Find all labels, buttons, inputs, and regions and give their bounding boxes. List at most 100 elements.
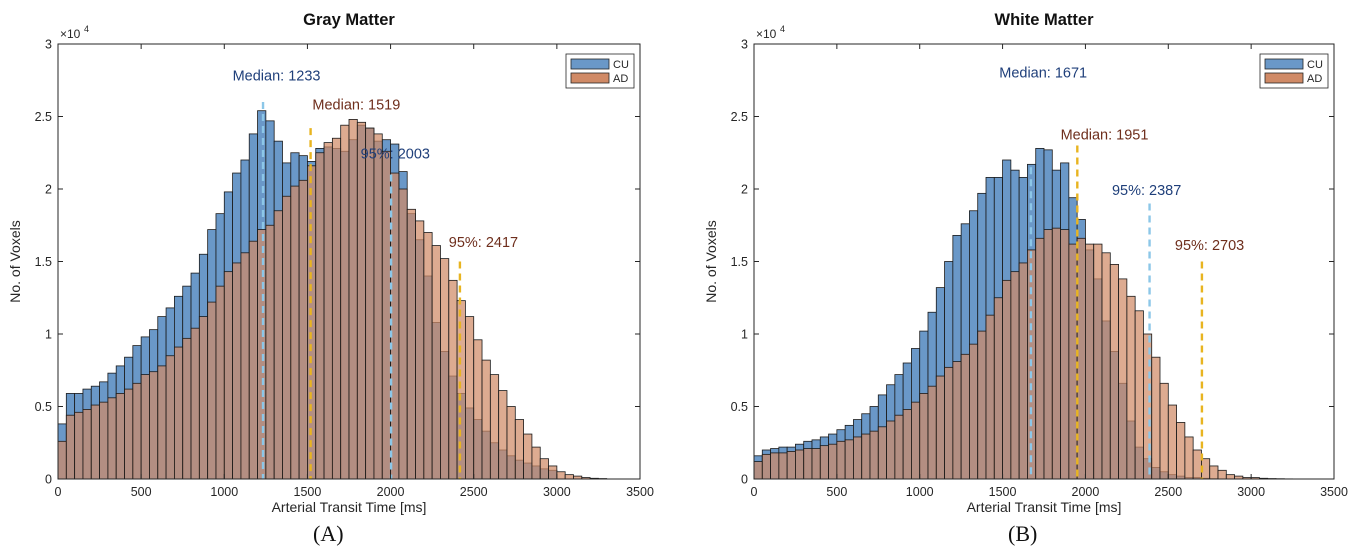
bar-ad bbox=[74, 411, 84, 480]
y-exponent-power: 4 bbox=[780, 24, 785, 34]
legend-swatch-ad bbox=[570, 72, 610, 84]
bar-ad bbox=[828, 443, 838, 480]
y-tick-label: 0 bbox=[45, 473, 52, 487]
x-tick-label: 500 bbox=[826, 485, 847, 499]
bar-ad bbox=[365, 127, 375, 480]
bar-ad bbox=[786, 451, 796, 480]
chart-title: White Matter bbox=[995, 11, 1095, 29]
bar-ad bbox=[564, 474, 574, 480]
bar-ad bbox=[803, 448, 813, 480]
bar-ad bbox=[819, 445, 829, 480]
bar-ad bbox=[340, 124, 350, 480]
x-tick-label: 2500 bbox=[460, 485, 488, 499]
bar-ad bbox=[456, 300, 466, 480]
y-tick-label: 3 bbox=[741, 38, 748, 52]
bar-ad bbox=[348, 119, 358, 480]
bar-ad bbox=[273, 210, 283, 480]
bar-ad bbox=[298, 179, 308, 480]
x-tick-label: 1500 bbox=[989, 485, 1017, 499]
bar-ad bbox=[99, 401, 109, 480]
bar-ad bbox=[1118, 278, 1128, 480]
bar-ad bbox=[795, 449, 805, 480]
x-tick-label: 3500 bbox=[626, 485, 654, 499]
panel-label-b: (B) bbox=[1008, 521, 1038, 546]
panel-label-a: (A) bbox=[313, 521, 344, 546]
bar-ad bbox=[265, 224, 275, 480]
y-tick-label: 3 bbox=[45, 38, 52, 52]
bar-ad bbox=[107, 397, 117, 480]
bar-ad bbox=[935, 375, 945, 480]
bar-ad bbox=[356, 121, 367, 480]
bar-ad bbox=[1101, 252, 1111, 480]
bar-ad bbox=[1159, 382, 1169, 480]
bar-ad bbox=[373, 133, 383, 480]
annotation-label: Median: 1671 bbox=[999, 65, 1087, 81]
annotation-label: 95%: 2703 bbox=[1175, 238, 1244, 254]
bar-ad bbox=[902, 408, 912, 480]
bar-ad bbox=[190, 327, 200, 480]
bar-ad bbox=[57, 440, 67, 480]
bar-ad bbox=[165, 355, 175, 480]
y-tick-label: 1.5 bbox=[731, 255, 748, 269]
x-axis-label: Arterial Transit Time [ms] bbox=[272, 499, 427, 515]
bar-ad bbox=[248, 240, 258, 480]
bar-ad bbox=[811, 448, 821, 480]
y-tick-label: 2 bbox=[741, 183, 748, 197]
y-tick-label: 1.5 bbox=[35, 255, 52, 269]
bar-ad bbox=[960, 353, 970, 480]
bar-ad bbox=[223, 271, 234, 480]
bar-ad bbox=[182, 337, 192, 480]
x-tick-label: 3500 bbox=[1320, 485, 1348, 499]
bar-ad bbox=[548, 465, 558, 480]
bar-ad bbox=[315, 152, 325, 480]
y-exponent-power: 4 bbox=[84, 24, 89, 34]
x-tick-label: 3000 bbox=[1237, 485, 1265, 499]
bar-ad bbox=[1225, 474, 1235, 480]
chart-panel-white-matter: Median: 1671 Median: 1951 95%: 2387 95%: 27… bbox=[690, 0, 1356, 547]
bar-ad bbox=[853, 436, 863, 480]
bar-ad bbox=[157, 365, 167, 480]
annotation-label: 95%: 2003 bbox=[361, 147, 430, 163]
bar-ad bbox=[927, 385, 937, 480]
bar-ad bbox=[82, 408, 92, 480]
bar-ad bbox=[869, 430, 879, 480]
y-tick-label: 0.5 bbox=[731, 400, 748, 414]
y-tick-label: 1 bbox=[741, 328, 748, 342]
bar-ad bbox=[1167, 404, 1177, 480]
bar-ad bbox=[1076, 237, 1086, 480]
y-exponent-label: ×10 bbox=[756, 27, 777, 41]
annotation-label: Median: 1951 bbox=[1061, 128, 1149, 144]
bar-ad bbox=[523, 433, 533, 480]
bar-ad bbox=[1184, 436, 1194, 480]
x-tick-label: 500 bbox=[131, 485, 152, 499]
bar-ad bbox=[911, 401, 921, 480]
x-tick-label: 1500 bbox=[294, 485, 322, 499]
annotation-label: Median: 1519 bbox=[312, 97, 400, 113]
bar-ad bbox=[894, 414, 904, 480]
bar-ad bbox=[539, 458, 549, 480]
bar-ad bbox=[506, 406, 516, 480]
annotation-label: 95%: 2417 bbox=[449, 235, 518, 251]
x-tick-label: 1000 bbox=[906, 485, 934, 499]
legend-label-ad: AD bbox=[1307, 73, 1322, 85]
x-tick-label: 0 bbox=[55, 485, 62, 499]
legend-label-cu: CU bbox=[613, 59, 629, 71]
bar-ad bbox=[90, 404, 100, 480]
bar-ad bbox=[514, 419, 524, 480]
bar-ad bbox=[323, 142, 333, 480]
annotation-label: Median: 1233 bbox=[233, 68, 321, 84]
bar-ad bbox=[1043, 229, 1053, 480]
bar-ad bbox=[115, 393, 125, 480]
legend-label-cu: CU bbox=[1307, 59, 1323, 71]
bar-ad bbox=[481, 359, 491, 480]
bar-ad bbox=[761, 453, 771, 480]
x-tick-label: 1000 bbox=[210, 485, 238, 499]
bar-ad bbox=[1126, 295, 1136, 480]
bar-ad bbox=[65, 414, 76, 480]
bar-ad bbox=[173, 346, 184, 480]
y-tick-label: 1 bbox=[45, 328, 52, 342]
bar-ad bbox=[381, 150, 391, 480]
bar-ad bbox=[331, 137, 342, 480]
bar-ad bbox=[132, 382, 142, 480]
bar-ad bbox=[140, 374, 150, 480]
